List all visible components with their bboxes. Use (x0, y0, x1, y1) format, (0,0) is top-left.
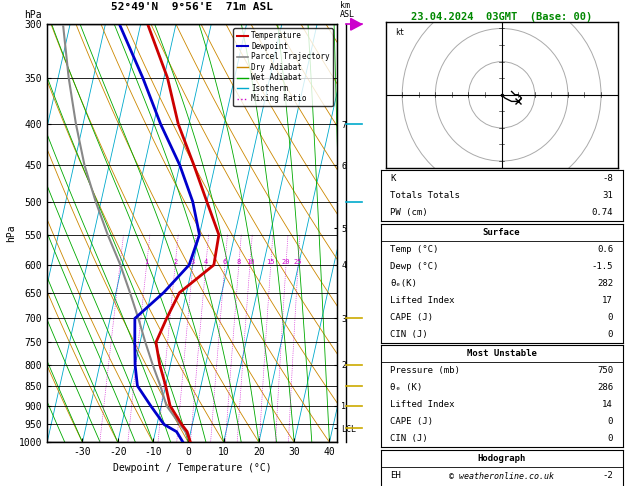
Text: CIN (J): CIN (J) (390, 330, 428, 339)
Text: 0: 0 (608, 330, 613, 339)
Text: 4: 4 (204, 259, 208, 265)
Text: Hodograph: Hodograph (477, 453, 526, 463)
Text: 3: 3 (191, 259, 195, 265)
Text: 31: 31 (603, 191, 613, 200)
Text: 25: 25 (294, 259, 303, 265)
Text: 0: 0 (608, 434, 613, 443)
Text: 0: 0 (608, 417, 613, 426)
Text: 15: 15 (267, 259, 275, 265)
Text: Dewp (°C): Dewp (°C) (390, 261, 438, 271)
Text: -1.5: -1.5 (591, 261, 613, 271)
Text: 0.6: 0.6 (597, 244, 613, 254)
Text: Lifted Index: Lifted Index (390, 400, 455, 409)
Text: 17: 17 (603, 295, 613, 305)
Text: Pressure (mb): Pressure (mb) (390, 366, 460, 375)
Text: kt: kt (396, 28, 405, 37)
Text: 20: 20 (282, 259, 290, 265)
Text: θₑ(K): θₑ(K) (390, 278, 417, 288)
Text: PW (cm): PW (cm) (390, 208, 428, 217)
Y-axis label: hPa: hPa (6, 225, 16, 242)
Text: CAPE (J): CAPE (J) (390, 312, 433, 322)
Text: 282: 282 (597, 278, 613, 288)
Text: Surface: Surface (483, 227, 520, 237)
Text: km
ASL: km ASL (340, 1, 355, 19)
Text: EH: EH (390, 470, 401, 480)
Text: CIN (J): CIN (J) (390, 434, 428, 443)
Text: -2: -2 (603, 470, 613, 480)
Text: 1: 1 (145, 259, 148, 265)
Text: Most Unstable: Most Unstable (467, 349, 537, 358)
Text: 52°49'N  9°56'E  71m ASL: 52°49'N 9°56'E 71m ASL (111, 2, 273, 12)
Text: 10: 10 (246, 259, 254, 265)
Text: 6: 6 (223, 259, 227, 265)
Text: 14: 14 (603, 400, 613, 409)
Text: Totals Totals: Totals Totals (390, 191, 460, 200)
Text: Temp (°C): Temp (°C) (390, 244, 438, 254)
Text: K: K (390, 174, 396, 183)
Text: -8: -8 (603, 174, 613, 183)
Text: Lifted Index: Lifted Index (390, 295, 455, 305)
X-axis label: Dewpoint / Temperature (°C): Dewpoint / Temperature (°C) (113, 463, 271, 473)
Text: © weatheronline.co.uk: © weatheronline.co.uk (449, 472, 554, 481)
Text: 2: 2 (173, 259, 177, 265)
Text: 23.04.2024  03GMT  (Base: 00): 23.04.2024 03GMT (Base: 00) (411, 12, 593, 22)
Text: CAPE (J): CAPE (J) (390, 417, 433, 426)
Text: 286: 286 (597, 383, 613, 392)
Text: 0.74: 0.74 (591, 208, 613, 217)
Legend: Temperature, Dewpoint, Parcel Trajectory, Dry Adiabat, Wet Adiabat, Isotherm, Mi: Temperature, Dewpoint, Parcel Trajectory… (233, 28, 333, 106)
Text: 8: 8 (237, 259, 241, 265)
Text: 750: 750 (597, 366, 613, 375)
Text: θₑ (K): θₑ (K) (390, 383, 423, 392)
Text: 0: 0 (608, 312, 613, 322)
Text: hPa: hPa (24, 10, 42, 20)
